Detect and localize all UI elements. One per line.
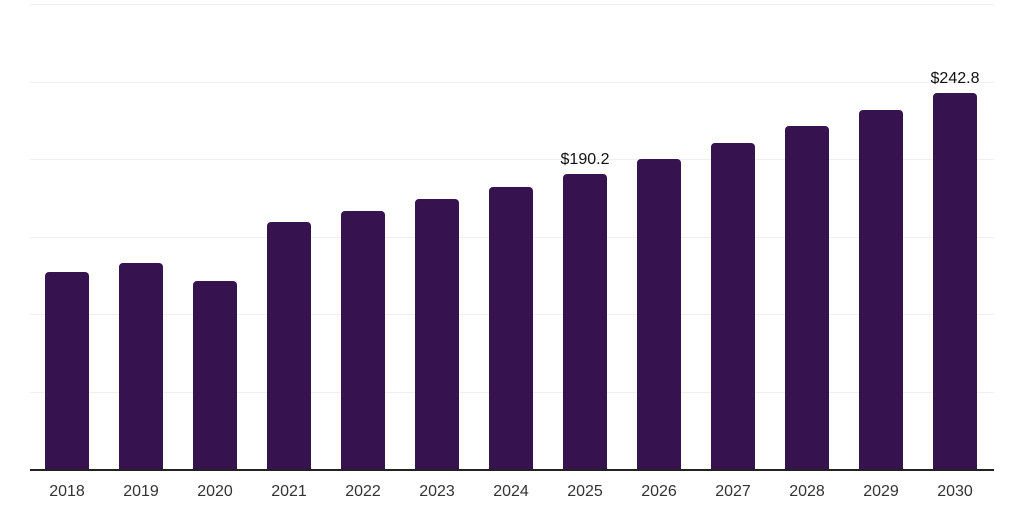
x-tick-label-2020: 2020	[197, 483, 233, 500]
bar-2028	[785, 126, 829, 469]
bar-2026	[637, 159, 681, 469]
bar-column-2030: $242.8	[931, 70, 979, 469]
plot-area: $190.2 $242.8	[30, 4, 994, 471]
x-tick-label-2024: 2024	[493, 483, 529, 500]
bar-column-2023	[415, 199, 459, 469]
bar-column-2024	[489, 187, 533, 469]
x-tick-label-2029: 2029	[863, 483, 899, 500]
x-tick-label-2028: 2028	[789, 483, 825, 500]
bar-2022	[341, 211, 385, 469]
bar-2018	[45, 272, 89, 469]
bar-2027	[711, 143, 755, 469]
x-tick-label-2030: 2030	[937, 483, 973, 500]
value-label-2030: $242.8	[930, 70, 980, 87]
bar-column-2025: $190.2	[561, 151, 609, 469]
gridline-250	[30, 81, 994, 83]
x-tick-label-2021: 2021	[271, 483, 307, 500]
x-tick-label-2025: 2025	[567, 483, 603, 500]
bar-column-2022	[341, 211, 385, 469]
bar-2025	[563, 174, 607, 469]
bar-2029	[859, 110, 903, 469]
gridline-300	[30, 4, 994, 5]
bar-column-2026	[637, 159, 681, 469]
bar-2020	[193, 281, 237, 469]
gridline-200	[30, 159, 994, 160]
bar-2024	[489, 187, 533, 469]
bar-column-2020	[193, 281, 237, 469]
bar-column-2021	[267, 222, 311, 469]
bar-2030	[933, 93, 977, 469]
x-tick-label-2018: 2018	[49, 483, 85, 500]
bar-column-2018	[45, 272, 89, 469]
bar-column-2019	[119, 263, 163, 469]
x-tick-label-2019: 2019	[123, 483, 159, 500]
bar-2023	[415, 199, 459, 469]
x-tick-label-2023: 2023	[419, 483, 455, 500]
x-tick-label-2026: 2026	[641, 483, 677, 500]
x-tick-label-2022: 2022	[345, 483, 381, 500]
bar-column-2027	[711, 143, 755, 469]
value-label-2025: $190.2	[560, 151, 610, 168]
bar-column-2028	[785, 126, 829, 469]
bar-2021	[267, 222, 311, 469]
bar-2019	[119, 263, 163, 469]
x-tick-label-2027: 2027	[715, 483, 751, 500]
bar-column-2029	[859, 110, 903, 469]
